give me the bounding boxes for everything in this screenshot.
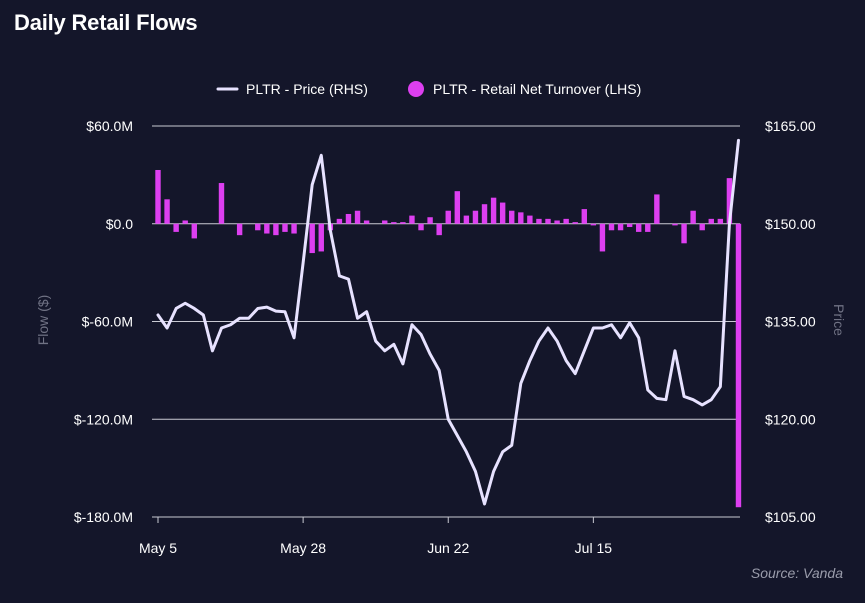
- turnover-bar: [391, 222, 397, 224]
- right-tick-label: $150.00: [765, 216, 816, 232]
- left-tick-label: $60.0M: [86, 118, 133, 134]
- bar-series: [155, 169, 742, 508]
- turnover-bar: [626, 223, 633, 228]
- turnover-bar: [545, 218, 551, 224]
- right-tick-label: $105.00: [765, 509, 816, 525]
- turnover-bar: [336, 218, 343, 224]
- turnover-bar: [291, 223, 297, 234]
- turnover-bar: [599, 223, 606, 252]
- turnover-bar: [173, 223, 179, 232]
- legend-turnover-label: PLTR - Retail Net Turnover (LHS): [433, 81, 641, 97]
- turnover-bar: [273, 223, 279, 236]
- turnover-bar: [681, 223, 687, 244]
- right-tick-label: $135.00: [765, 314, 816, 330]
- turnover-bar: [608, 223, 615, 231]
- turnover-bar: [499, 202, 506, 224]
- x-tick-label: Jul 15: [575, 540, 613, 556]
- turnover-bar: [708, 218, 714, 224]
- gridlines: [152, 125, 740, 518]
- turnover-bar: [309, 223, 315, 254]
- turnover-bar: [400, 222, 406, 224]
- turnover-bar: [472, 210, 479, 224]
- turnover-bar: [318, 223, 324, 252]
- x-tick-label: May 28: [280, 540, 326, 556]
- legend-price-label: PLTR - Price (RHS): [246, 81, 368, 97]
- x-axis: May 5 May 28 Jun 22 Jul 15: [139, 517, 612, 556]
- right-tick-label: $120.00: [765, 411, 816, 427]
- legend-turnover-circle-swatch: [408, 81, 424, 97]
- turnover-bar: [699, 223, 705, 231]
- turnover-bar: [563, 218, 569, 224]
- turnover-bar: [717, 218, 724, 224]
- turnover-bar: [155, 169, 161, 224]
- turnover-bar: [255, 223, 261, 231]
- turnover-bar: [572, 222, 578, 224]
- left-axis: $60.0M $0.0 $-60.0M $-120.0M $-180.0M: [74, 118, 133, 525]
- turnover-bar: [536, 218, 542, 224]
- turnover-bar: [590, 223, 597, 226]
- turnover-bar: [282, 223, 288, 232]
- turnover-bar: [218, 183, 225, 224]
- source-note: Source: Vanda: [751, 565, 843, 581]
- turnover-bar: [672, 223, 678, 226]
- right-axis-title: Price: [831, 304, 847, 336]
- turnover-bar: [463, 215, 470, 224]
- turnover-bar: [436, 223, 442, 236]
- turnover-bar: [527, 215, 533, 224]
- turnover-bar: [518, 212, 524, 224]
- left-axis-title: Flow ($): [35, 295, 51, 346]
- price-line: [156, 138, 740, 506]
- turnover-bar: [264, 223, 270, 234]
- turnover-bar: [182, 220, 188, 224]
- right-axis: $165.00 $150.00 $135.00 $120.00 $105.00: [765, 118, 816, 525]
- legend: PLTR - Price (RHS) PLTR - Retail Net Tur…: [216, 81, 641, 97]
- turnover-bar: [345, 213, 352, 224]
- left-tick-label: $0.0: [106, 216, 133, 232]
- x-tick-label: Jun 22: [427, 540, 469, 556]
- right-tick-label: $165.00: [765, 118, 816, 134]
- turnover-bar: [654, 194, 660, 224]
- turnover-bar: [554, 220, 560, 224]
- turnover-bar: [581, 209, 587, 224]
- turnover-bar: [382, 220, 388, 224]
- turnover-bar: [636, 223, 642, 232]
- turnover-bar: [363, 220, 370, 224]
- turnover-bar: [735, 223, 742, 508]
- left-tick-label: $-180.0M: [74, 509, 133, 525]
- turnover-bar: [454, 191, 461, 224]
- line-series: [156, 138, 740, 506]
- turnover-bar: [191, 223, 197, 239]
- turnover-bar: [427, 217, 433, 224]
- turnover-bar: [509, 210, 515, 224]
- turnover-bar: [236, 223, 243, 236]
- turnover-bar: [409, 215, 415, 224]
- turnover-bar: [690, 210, 696, 224]
- x-tick-label: May 5: [139, 540, 177, 556]
- turnover-bar: [617, 223, 624, 231]
- turnover-bar: [645, 223, 651, 232]
- left-tick-label: $-60.0M: [82, 314, 133, 330]
- turnover-bar: [418, 223, 424, 231]
- turnover-bar: [354, 210, 361, 224]
- turnover-bar: [481, 204, 488, 224]
- turnover-bar: [726, 178, 733, 224]
- turnover-bar: [445, 210, 451, 224]
- chart-title: Daily Retail Flows: [14, 10, 198, 35]
- turnover-bar: [164, 199, 170, 224]
- left-tick-label: $-120.0M: [74, 411, 133, 427]
- turnover-bar: [490, 197, 497, 224]
